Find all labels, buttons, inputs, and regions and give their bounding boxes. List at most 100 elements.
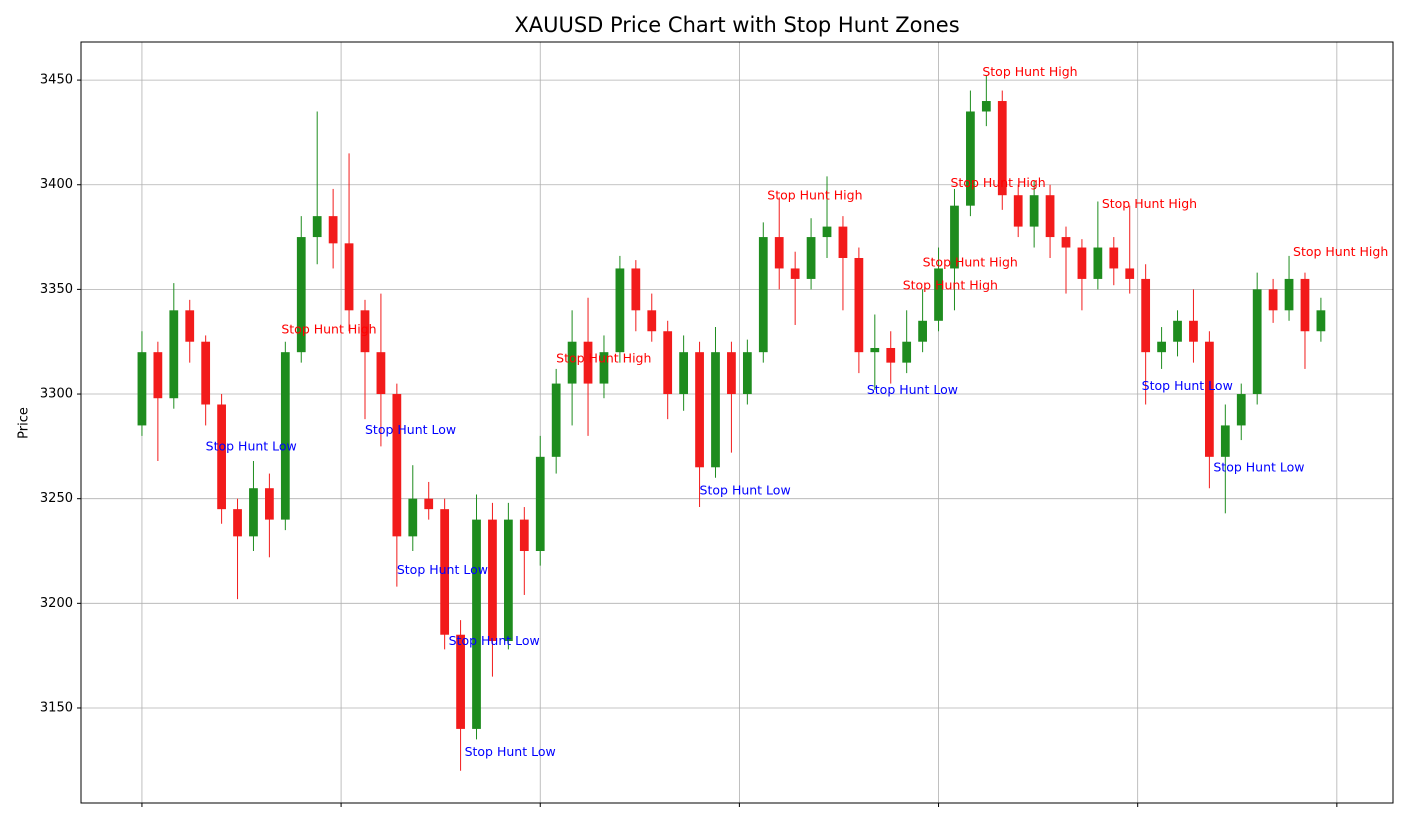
plot-area: Stop Hunt Low Stop Hunt Low Stop Hunt Low S…: [81, 42, 1393, 803]
candle-body: [950, 205, 959, 269]
candle-body: [663, 331, 673, 395]
candle-body: [1141, 278, 1151, 353]
candle-body: [711, 352, 720, 468]
candle-body: [1268, 289, 1278, 311]
candle-body: [535, 456, 545, 552]
annotation: Stop Hunt Low: [449, 633, 540, 648]
y-tick-label: 3200: [40, 596, 73, 611]
candle-body: [806, 237, 816, 279]
candle-body: [137, 352, 147, 426]
candle-body: [233, 509, 242, 537]
candle-body: [1220, 425, 1230, 457]
candle-body: [265, 488, 274, 520]
candle-body: [1316, 310, 1326, 332]
candle-body: [153, 352, 163, 399]
candle-body: [201, 341, 211, 405]
candle-body: [822, 226, 832, 238]
candle-body: [376, 352, 386, 395]
candle-body: [1013, 195, 1023, 227]
candle-body: [519, 519, 529, 552]
annotation: Stop Hunt High: [982, 64, 1077, 79]
candle-body: [647, 310, 657, 332]
annotation: Stop Hunt Low: [365, 422, 456, 437]
candle-body: [1077, 247, 1087, 279]
candle-body: [1300, 278, 1310, 332]
annotation: Stop Hunt High: [767, 187, 862, 202]
candle-body: [1061, 237, 1071, 248]
annotation: Stop Hunt High: [903, 277, 998, 292]
y-tick-label: 3400: [40, 177, 73, 192]
candle-body: [966, 111, 975, 206]
candle-body: [392, 394, 402, 537]
y-tick-label: 3450: [40, 73, 73, 88]
candle-body: [1029, 195, 1039, 227]
candle-body: [551, 383, 561, 457]
annotation: Stop Hunt Low: [1213, 459, 1304, 474]
candle-body: [360, 310, 370, 353]
candle-body: [615, 268, 625, 353]
candle-body: [424, 498, 434, 510]
candle-body: [440, 509, 450, 635]
y-axis-label: Price: [17, 407, 32, 439]
candle-body: [758, 237, 768, 353]
candle-body: [918, 320, 927, 342]
annotation: Stop Hunt High: [1293, 244, 1388, 259]
candle-body: [583, 341, 593, 384]
candle-body: [567, 341, 577, 384]
annotation: Stop Hunt Low: [206, 439, 297, 454]
annotation: Stop Hunt Low: [397, 562, 488, 577]
candle-body: [997, 101, 1007, 196]
annotation: Stop Hunt High: [1102, 196, 1197, 211]
candle-body: [503, 519, 513, 642]
candle-body: [774, 237, 784, 269]
candle-body: [902, 341, 912, 363]
candle-body: [1252, 289, 1262, 395]
candle-body: [1045, 195, 1055, 238]
candle-body: [185, 310, 195, 342]
candle-body: [1189, 320, 1198, 342]
candle-body: [1093, 247, 1103, 279]
annotation: Stop Hunt Low: [700, 482, 791, 497]
candle-body: [296, 237, 306, 353]
candle-body: [934, 268, 943, 321]
annotation: Stop Hunt Low: [1142, 378, 1233, 393]
candle-body: [488, 519, 497, 642]
annotation: Stop Hunt Low: [867, 382, 958, 397]
chart-title: XAUUSD Price Chart with Stop Hunt Zones: [514, 13, 959, 37]
candle-body: [727, 352, 736, 395]
candle-body: [344, 243, 354, 311]
candle-body: [217, 404, 226, 510]
annotation: Stop Hunt High: [923, 254, 1018, 269]
axes-frame: [80, 41, 1394, 804]
candle-body: [456, 634, 465, 729]
annotation: Stop Hunt High: [556, 351, 651, 366]
y-tick-label: 3150: [40, 700, 73, 715]
candle-body: [169, 310, 179, 399]
candle-body: [854, 257, 864, 353]
candle-body: [742, 352, 752, 395]
candle-body: [695, 352, 704, 468]
candle-body: [838, 226, 848, 258]
candle-body: [312, 216, 322, 238]
annotation: Stop Hunt High: [950, 175, 1045, 190]
candle-body: [328, 216, 338, 244]
candle-body: [1284, 278, 1294, 311]
candle-body: [886, 347, 896, 363]
candle-body: [280, 352, 290, 520]
candle-body: [1173, 320, 1182, 342]
candle-body: [408, 498, 418, 537]
candle-body: [1157, 341, 1166, 353]
y-tick-label: 3250: [40, 491, 73, 506]
annotation: Stop Hunt High: [281, 321, 376, 336]
candle-body: [679, 352, 689, 395]
candle-body: [472, 519, 481, 729]
candle-body: [1205, 341, 1214, 457]
y-tick-label: 3300: [40, 387, 73, 402]
candle-body: [599, 352, 609, 384]
candle-body: [249, 488, 258, 537]
candle-body: [1125, 268, 1135, 279]
annotation: Stop Hunt Low: [465, 744, 556, 759]
candle-body: [790, 268, 800, 279]
